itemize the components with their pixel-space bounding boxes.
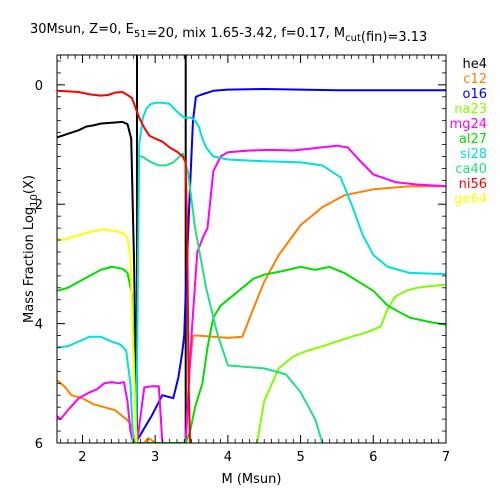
legend-entry-he4: he4 <box>462 57 487 72</box>
legend-entry-ni56: ni56 <box>459 177 487 192</box>
chart-title: 30Msun, Z=0, E51=20, mix 1.65-3.42, f=0.… <box>30 22 427 45</box>
x-tick-label: 3 <box>151 450 159 465</box>
y-tick-label: 0 <box>35 79 43 94</box>
y-tick-label: 4 <box>35 318 43 333</box>
series-line-he4 <box>57 120 138 443</box>
legend-entry-al27: al27 <box>459 132 487 147</box>
plot-area <box>57 55 446 443</box>
title-text: 30Msun, Z=0, E51=20, mix 1.65-3.42, f=0.… <box>30 22 427 45</box>
series-line-ge64 <box>57 228 138 443</box>
legend-entry-ge64: ge64 <box>454 192 487 207</box>
series-line-mg24 <box>57 144 446 443</box>
x-axis-label: M (Msun) <box>222 472 282 487</box>
x-tick-label: 4 <box>224 450 232 465</box>
legend-entry-na23: na23 <box>454 102 487 117</box>
x-tick-label: 5 <box>296 450 304 465</box>
plot-frame <box>56 54 447 444</box>
y-axis-label: Mass Fraction Log10(X) <box>22 175 40 323</box>
series-line-al27 <box>57 265 446 443</box>
series-line-c12 <box>57 185 446 443</box>
x-tick-label: 7 <box>442 450 450 465</box>
series-line-ca40 <box>139 152 324 443</box>
y-tick-label: 2 <box>35 198 43 213</box>
axes: 2 3 4 5 6 7 0 2 4 6 M (Msun) Mass Fraction Log10(X) <box>22 54 450 487</box>
legend-entry-ca40: ca40 <box>455 162 487 177</box>
series-line-si28 <box>57 101 446 443</box>
series-line-ni56 <box>57 89 192 443</box>
legend-entry-si28: si28 <box>460 147 487 162</box>
x-tick-label: 2 <box>78 450 86 465</box>
legend-entry-o16: o16 <box>463 87 488 102</box>
legend-entry-mg24: mg24 <box>450 117 487 132</box>
legend-entry-c12: c12 <box>463 72 487 87</box>
y-tick-label: 6 <box>35 437 43 452</box>
x-tick-label: 6 <box>369 450 377 465</box>
series-line-na23 <box>256 283 446 443</box>
series-line-o16 <box>133 88 446 443</box>
